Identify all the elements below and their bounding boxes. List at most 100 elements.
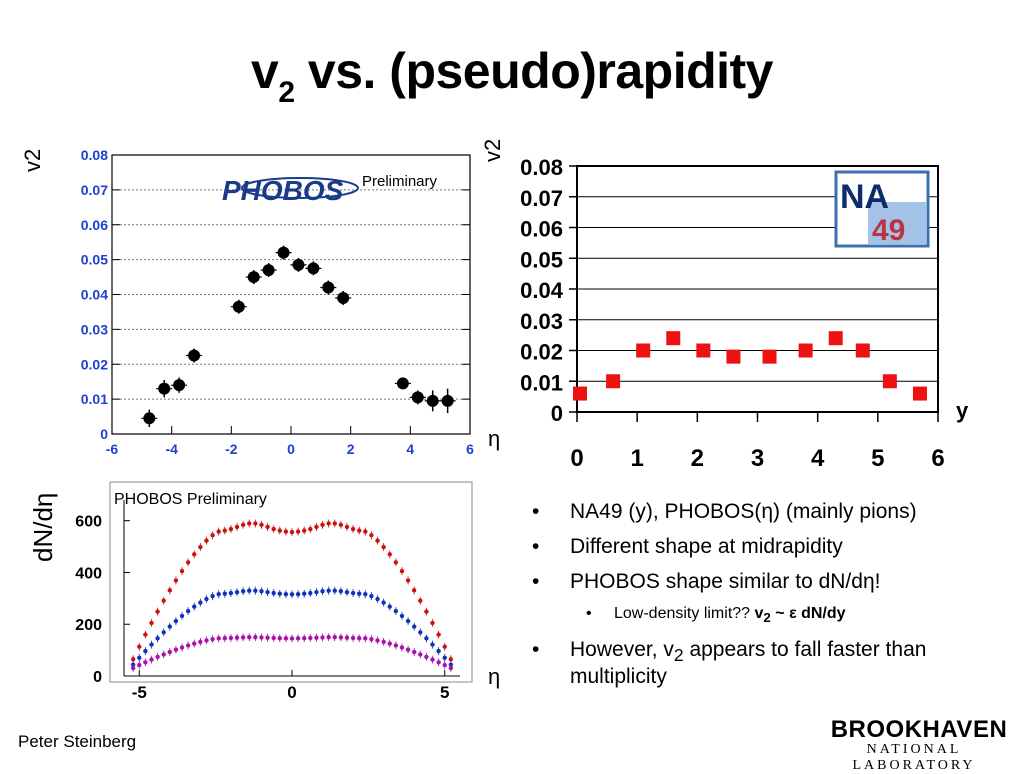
dndeta-point [369,636,374,642]
phobos-ytick-label: 0.01 [81,391,108,407]
dndeta-point [234,589,240,595]
na49-ytick-label: 0 [551,401,563,426]
dndeta-point [192,552,197,557]
dndeta-point [411,588,417,593]
phobos-point [232,300,245,313]
na49-ytick-label: 0.04 [520,278,564,303]
na49-point [696,343,711,358]
na49-ytick-label: 0.05 [520,247,563,272]
dndeta-point [295,591,301,597]
dndeta-point [326,521,331,526]
dndeta-point [265,635,270,640]
dndeta-point [228,526,234,532]
dndeta-point [357,528,362,533]
dndeta-xtick-label: 0 [287,683,296,702]
na49-point [912,386,927,401]
dndeta-point [137,662,142,668]
dndeta-point [253,521,258,526]
dndeta-point [302,636,307,641]
dndeta-point [198,600,203,605]
dndeta-point [314,589,319,595]
phobos-point [307,262,320,275]
dndeta-point [430,620,435,626]
dndeta-point [418,652,423,657]
dndeta-point [253,588,258,593]
dndeta-xtick-label: 5 [440,683,449,702]
na49-point [636,343,651,358]
bullet-item: • However, v2 appears to fall faster than… [532,637,927,689]
dndeta-point [155,636,160,641]
dndeta-point [381,544,386,550]
dndeta-point [430,642,435,647]
dndeta-point [228,635,234,641]
dndeta-point [314,524,319,530]
dndeta-point [289,529,295,535]
dndeta-point [210,636,215,642]
bullet-item: • NA49 (y), PHOBOS(η) (mainly pions) [532,500,917,523]
dndeta-point [332,521,337,526]
dndeta-point [265,524,270,530]
dndeta-point [350,635,356,641]
dndeta-ytick-label: 200 [75,617,102,634]
dndeta-point [161,652,166,657]
dndeta-point [332,588,337,593]
na49-xtick-label: 5 [871,445,884,472]
dndeta-point [436,632,441,637]
dndeta-point [289,636,295,641]
dndeta-point [302,528,307,533]
dndeta-xtick-label: -5 [132,683,147,702]
na49-point [762,349,777,364]
dndeta-point [259,589,264,594]
phobos-xtick-label: 0 [287,441,295,457]
dndeta-point [289,592,295,597]
phobos-ytick-label: 0.02 [81,356,108,372]
na49-point [798,343,813,358]
dndeta-point [405,647,411,652]
na49-v2-chart: 0 0.01 0.02 0.03 0.04 0.05 0.06 0.07 0.08 0 1 2 3 4 5… [480,139,969,472]
dndeta-point [387,552,392,557]
phobos-xtick-label: -4 [165,441,178,457]
na49-point [882,374,897,389]
dndeta-point [430,657,435,662]
phobos-v2-ylabel: v2 [20,149,45,172]
dndeta-ytick-label: 400 [75,565,102,582]
dndeta-point [192,641,197,646]
phobos-ytick-label: 0.03 [81,321,108,337]
dndeta-ylabel: dN/dη [28,493,58,562]
dndeta-point [179,568,185,574]
dndeta-point [234,524,240,530]
dndeta-point [283,591,289,597]
na49-xtick-label: 4 [811,445,825,472]
phobos-point [441,394,454,407]
dndeta-point [332,635,337,640]
na49-v2-ylabel: v2 [480,139,505,162]
dndeta-point [411,649,417,655]
dndeta-point [448,657,454,662]
na49-ytick-label: 0.01 [520,370,563,395]
phobos-ytick-label: 0.05 [81,252,108,268]
dndeta-point [357,591,362,596]
dndeta-point [240,635,246,640]
na49-point [855,343,870,358]
dndeta-point [375,638,380,643]
phobos-xtick-label: 6 [466,441,474,457]
dndeta-point [283,636,289,641]
dndeta-point [381,639,386,645]
dndeta-point [210,533,215,538]
dndeta-point [130,657,136,662]
na49-logo-text-1: NA [840,178,889,216]
na49-xtick-label: 3 [751,445,764,472]
bullet-item: • Different shape at midrapidity [532,535,843,559]
dndeta-point [185,560,191,565]
dndeta-point [185,643,191,648]
na49-ytick-label: 0.06 [520,217,563,242]
dndeta-point [247,521,252,526]
dndeta-point [149,642,154,647]
dndeta-point [405,618,411,624]
dndeta-point [271,635,276,641]
dndeta-point [179,645,185,650]
dndeta-point [143,648,148,654]
dndeta-point [350,526,356,532]
dndeta-point [308,590,313,596]
dndeta-point [314,635,319,640]
